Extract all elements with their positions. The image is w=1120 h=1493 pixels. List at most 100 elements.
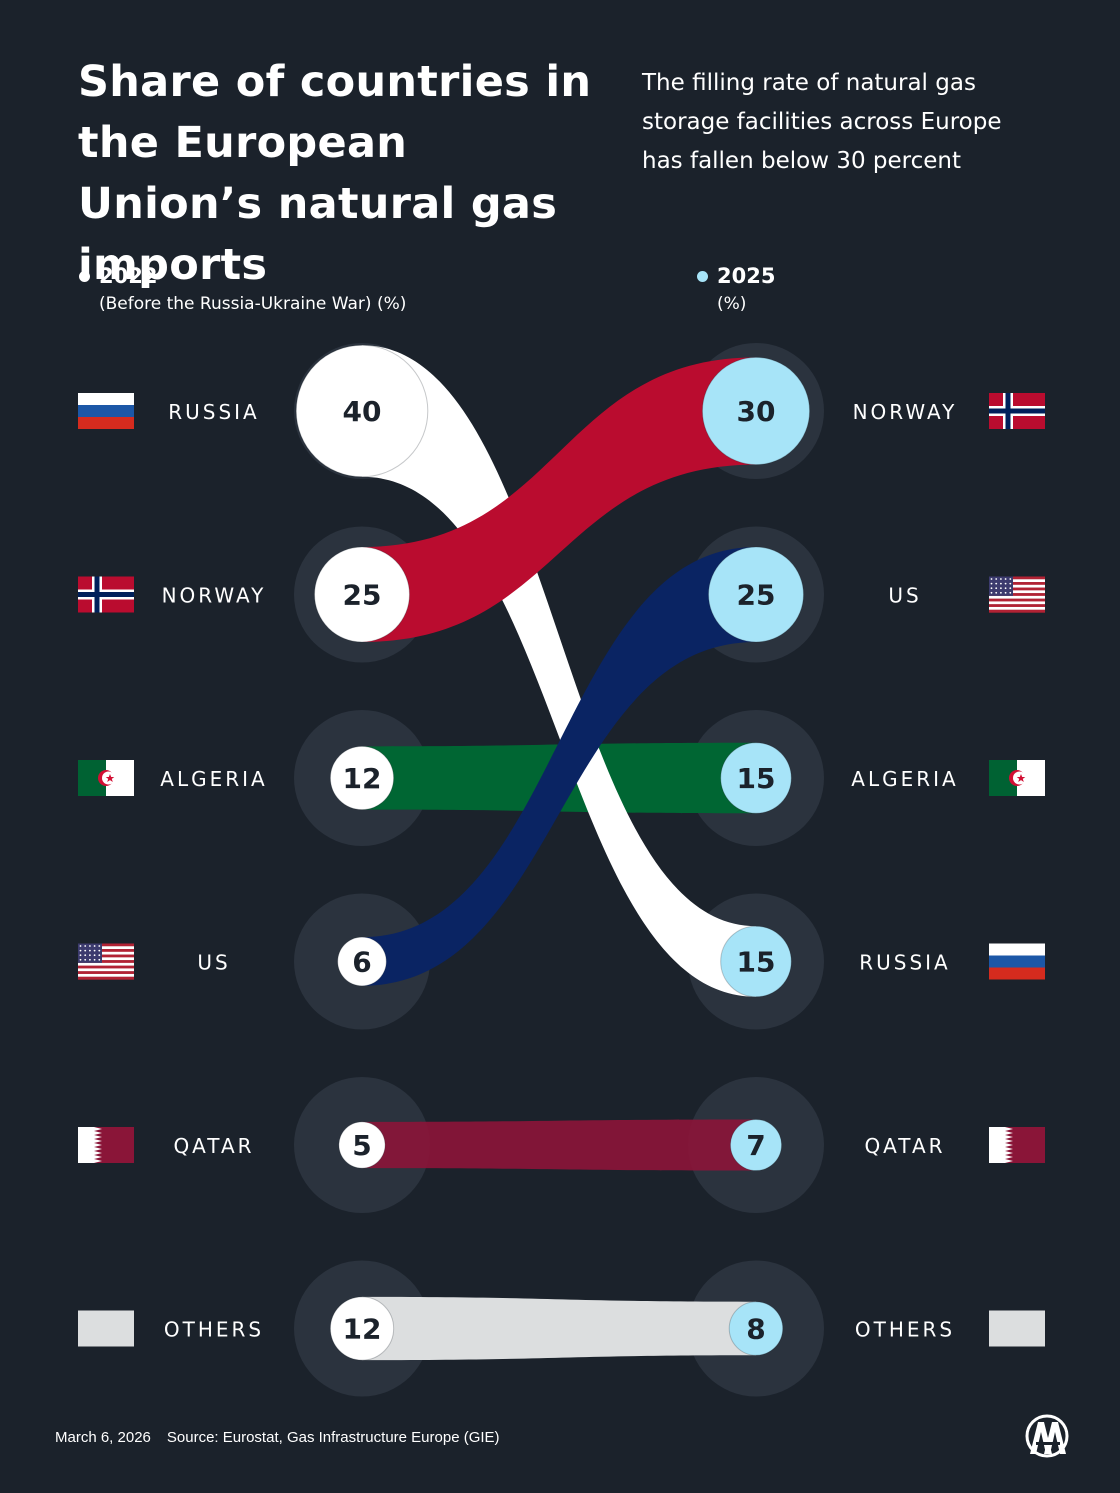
flag-norway-2022-icon — [78, 576, 134, 613]
flag-star — [1004, 591, 1007, 594]
ribbon-qatar — [362, 1119, 756, 1171]
circle-2022-others — [329, 1296, 395, 1361]
circle-2025-norway — [701, 356, 811, 466]
flag-stripe — [78, 946, 134, 950]
circle-2022-norway — [314, 546, 410, 643]
footer-date: March 6, 2026 — [55, 1429, 151, 1446]
flag-star — [1000, 582, 1002, 585]
flag-stripe — [989, 587, 1045, 591]
flag-stripe — [989, 955, 1045, 968]
legend-2022: 2022 (Before the Russia-Ukraine War) (%) — [79, 264, 406, 314]
ribbon-russia — [362, 345, 756, 997]
flag-canton — [78, 943, 102, 963]
flag-stripe — [989, 943, 1045, 956]
flag-star — [84, 958, 87, 961]
flag-star — [98, 949, 101, 952]
flag-star — [79, 954, 82, 957]
flag-russia-2022-icon — [78, 393, 134, 429]
flag-stripe — [78, 960, 134, 964]
legend-dot-2025 — [697, 271, 708, 282]
flag-star — [1009, 591, 1012, 594]
flag-star — [1009, 582, 1012, 585]
flag-star — [79, 949, 82, 952]
flag-blank — [989, 1310, 1045, 1347]
value-2022-norway: 25 — [343, 579, 382, 612]
flag-cross-blue — [78, 592, 134, 597]
flag-star — [79, 958, 82, 961]
flag-algeria-2025-icon — [989, 760, 1045, 796]
flag-norway-2025-icon — [989, 393, 1045, 429]
flag-cross-blue — [989, 408, 1045, 414]
flag-stripe — [78, 949, 134, 953]
flag-star — [990, 587, 993, 590]
label-2025-others: OTHERS — [855, 1318, 955, 1342]
flag-stripe — [989, 582, 1045, 586]
flag-qatar-2022-icon — [78, 1127, 134, 1163]
value-2022-others: 12 — [343, 1313, 382, 1346]
circle-2022-russia — [295, 344, 429, 478]
label-2022-russia: RUSSIA — [168, 400, 260, 424]
flag-stripe — [989, 609, 1045, 613]
circle-2025-algeria — [720, 742, 792, 814]
circle-2022-qatar — [338, 1121, 386, 1169]
flag-stripe — [989, 595, 1045, 599]
legend-note-2022: (Before the Russia-Ukraine War) (%) — [99, 294, 407, 314]
label-2022-qatar: QATAR — [173, 1134, 254, 1158]
flag-star — [98, 954, 101, 957]
label-2025-algeria: ALGERIA — [851, 767, 958, 791]
label-2022-others: OTHERS — [164, 1318, 264, 1342]
circle-2022-us — [337, 936, 387, 987]
footer-source: Source: Eurostat, Gas Infrastructure Eur… — [166, 1429, 500, 1446]
flag-stripe — [989, 967, 1045, 980]
flag-stripe — [989, 579, 1045, 583]
value-2022-algeria: 12 — [343, 762, 382, 795]
flag-stripe — [78, 962, 134, 966]
ribbon-others — [362, 1296, 756, 1361]
flag-star — [1000, 587, 1002, 590]
flag-star — [105, 774, 115, 782]
label-2025-qatar: QATAR — [864, 1134, 945, 1158]
value-2022-qatar: 5 — [352, 1129, 371, 1162]
legend-2025: 2025 (%) — [697, 264, 775, 314]
flag-serrated-band — [78, 1127, 102, 1163]
aa-logo-icon — [1025, 1414, 1069, 1458]
flag-star — [995, 582, 998, 585]
flag-star — [84, 945, 87, 947]
flag-stripe — [78, 971, 134, 975]
flag-stripe — [78, 965, 134, 969]
label-2022-norway: NORWAY — [162, 584, 267, 608]
flag-star — [79, 945, 82, 947]
flag-star — [1009, 578, 1012, 580]
flag-star — [1004, 578, 1007, 580]
flag-stripe — [989, 604, 1045, 608]
flag-stripe — [989, 590, 1045, 594]
value-2025-russia: 15 — [737, 946, 776, 979]
circle-2022-algeria — [329, 745, 395, 811]
flag-others-2022-icon — [78, 1310, 134, 1347]
flag-stripe — [78, 976, 134, 980]
flag-canton — [989, 576, 1013, 596]
flag-star — [89, 954, 91, 957]
circle-2025-us — [708, 546, 804, 643]
flag-star — [990, 591, 993, 594]
value-2025-us: 25 — [737, 579, 776, 612]
label-2025-russia: RUSSIA — [859, 951, 951, 975]
label-2025-us: US — [888, 584, 921, 608]
flag-star — [995, 578, 998, 580]
flag-star — [1009, 587, 1012, 590]
legend-dot-2022 — [79, 271, 90, 282]
label-2022-algeria: ALGERIA — [160, 767, 267, 791]
flag-star — [1016, 774, 1026, 782]
flag-others-2025-icon — [989, 1310, 1045, 1347]
legend-note-2025: (%) — [717, 294, 747, 314]
flag-star — [93, 949, 96, 952]
circle-2025-russia — [720, 925, 792, 998]
flag-stripe — [78, 957, 134, 961]
flag-stripe — [989, 593, 1045, 597]
flag-stripe — [78, 405, 134, 417]
flag-stripe — [78, 968, 134, 972]
flag-algeria-2022-icon — [78, 760, 134, 796]
flag-star — [89, 958, 91, 961]
flag-stripe — [78, 417, 134, 429]
